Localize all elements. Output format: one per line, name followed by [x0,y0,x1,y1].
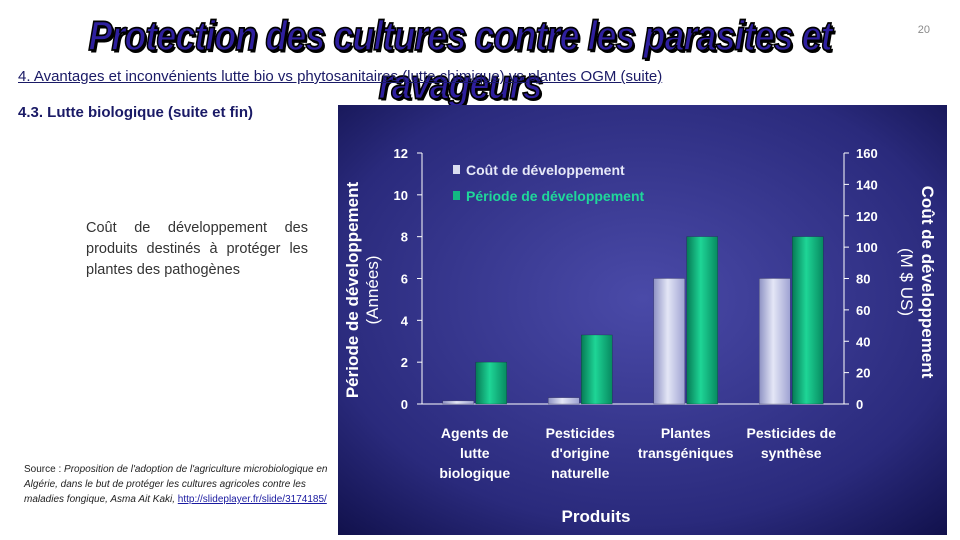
x-tick-label: Agents de lutte biologique [439,425,510,481]
x-tick-label-line: transgéniques [638,445,734,461]
source-text: Proposition de l'adoption de l'agricultu… [24,464,328,505]
period-bar [792,236,824,405]
right-axis-title: Coût de développement (M $ US) [897,186,937,379]
right-tick-label: 140 [856,177,878,192]
legend-label-period: Période de développement [466,188,644,204]
cost-bar [442,400,474,405]
left-tick-label: 8 [401,230,408,245]
left-tick-label: 10 [394,188,408,203]
right-tick-label: 0 [856,397,863,412]
source-link[interactable]: http://slideplayer.fr/slide/3174185/ [177,494,327,505]
legend-swatch-period [453,191,460,200]
left-tick-label: 6 [401,272,408,287]
right-tick-label: 80 [856,272,870,287]
cost-bar [548,397,580,405]
right-axis-title-line-1: Coût de développement [918,186,937,379]
x-tick-label-line: Pesticides [546,425,615,441]
chart-bars [442,236,824,405]
page-number: 20 [917,24,930,36]
x-tick-label-line: Plantes [661,425,711,441]
x-axis-title: Produits [562,507,631,526]
right-tick-label: 60 [856,303,870,318]
chart-background [338,105,947,535]
x-tick-label-line: biologique [439,465,510,481]
chart-legend: Coût de développement Période de développ… [453,162,644,204]
bar-chart: Période de développement (Années) Coût d… [338,105,947,535]
left-tick-label: 12 [394,146,408,161]
left-tick-label: 2 [401,355,408,370]
source-label: Source : [24,464,65,475]
cost-bar [653,278,685,405]
right-tick-label: 100 [856,240,878,255]
chart-description: Coût de développement des produits desti… [86,220,308,278]
left-axis-title-line-1: Période de développement [343,181,362,398]
legend-label-cost: Coût de développement [466,162,625,178]
x-tick-label-line: lutte [460,445,490,461]
source-citation: Source : Proposition de l'adoption de l'… [24,462,336,507]
right-axis-title-line-2: (M $ US) [897,248,916,316]
x-tick-label-line: naturelle [551,465,610,481]
period-bar [686,236,718,405]
x-tick-label-line: Agents de [441,425,509,441]
section-heading: 4.3. Lutte biologique (suite et fin) [18,104,253,121]
legend-swatch-cost [453,165,460,174]
x-tick-label: Pesticides d'origine naturelle [546,425,615,481]
slide-subtitle: 4. Avantages et inconvénients lutte bio … [18,68,663,85]
right-tick-label: 120 [856,209,878,224]
period-bar [581,334,613,405]
x-tick-label-line: synthèse [761,445,822,461]
x-tick-label-line: d'origine [551,445,610,461]
left-axis-title-line-2: (Années) [363,256,382,325]
left-tick-label: 0 [401,397,408,412]
x-tick-label: Plantes transgéniques [638,425,734,461]
slide-title: Protection des cultures contre les paras… [88,11,834,108]
left-tick-label: 4 [401,313,409,328]
cost-bar [759,278,791,405]
right-tick-label: 160 [856,146,878,161]
right-tick-label: 40 [856,334,870,349]
x-tick-label: Pesticides de synthèse [747,425,837,461]
x-tick-labels: Agents de lutte biologique Pesticides d'orig… [439,425,836,481]
period-bar [475,361,507,405]
left-axis-title: Période de développement (Années) [343,181,382,398]
x-tick-label-line: Pesticides de [747,425,837,441]
right-tick-label: 20 [856,366,870,381]
